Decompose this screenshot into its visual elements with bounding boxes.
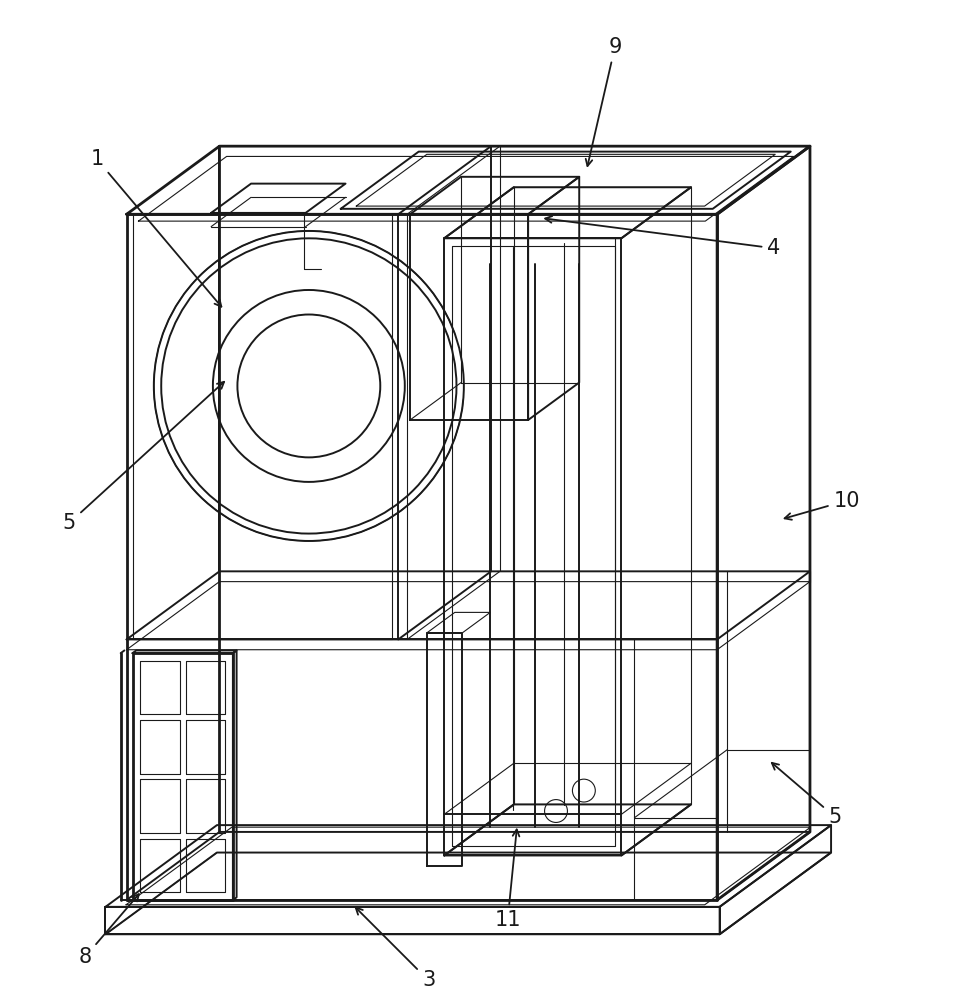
Text: 1: 1 [90,149,221,307]
Text: 11: 11 [494,829,521,930]
Text: 5: 5 [63,382,224,533]
Text: 10: 10 [785,491,860,520]
Text: 5: 5 [772,763,841,827]
Text: 3: 3 [355,908,435,990]
Text: 9: 9 [585,37,622,166]
Text: 8: 8 [79,894,139,967]
Text: 4: 4 [545,216,781,258]
